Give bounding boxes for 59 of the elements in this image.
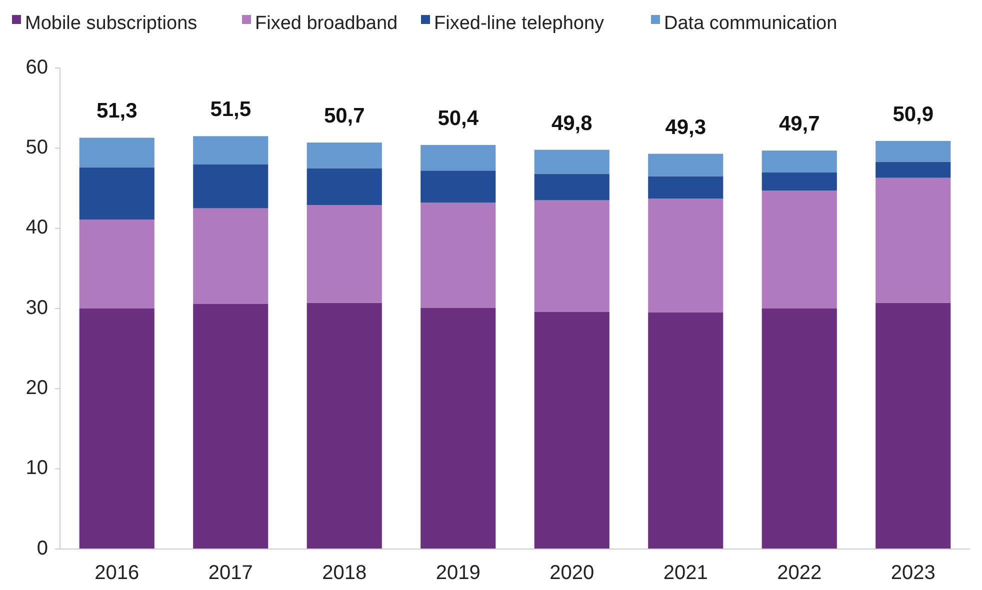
total-label: 49,7 bbox=[778, 112, 820, 136]
y-tick-label: 0 bbox=[36, 537, 48, 560]
y-tick-label: 20 bbox=[26, 376, 48, 399]
bar bbox=[193, 164, 268, 208]
bar bbox=[193, 208, 268, 304]
legend-label: Fixed-line telephony bbox=[434, 13, 605, 34]
x-tick-label: 2019 bbox=[436, 562, 480, 584]
legend-label: Fixed broadband bbox=[255, 13, 398, 34]
x-tick-label: 2016 bbox=[94, 562, 140, 584]
bar bbox=[534, 174, 610, 200]
bar bbox=[306, 205, 382, 303]
y-tick-label: 60 bbox=[26, 56, 48, 78]
legend-label: Data communication bbox=[664, 13, 838, 34]
bar bbox=[876, 162, 951, 178]
bar bbox=[762, 172, 837, 191]
y-tick-label: 50 bbox=[26, 136, 48, 158]
total-label: 49,3 bbox=[665, 116, 706, 139]
bar bbox=[79, 308, 154, 549]
x-tick-label: 2017 bbox=[208, 562, 253, 584]
bar bbox=[762, 308, 837, 549]
bar bbox=[876, 140, 951, 162]
bar bbox=[420, 170, 496, 203]
y-tick-label: 40 bbox=[26, 216, 48, 239]
y-tick-label: 10 bbox=[26, 457, 48, 480]
bar bbox=[648, 198, 724, 313]
x-tick-label: 2021 bbox=[663, 562, 708, 584]
total-label: 51,3 bbox=[96, 100, 138, 123]
bar bbox=[876, 178, 951, 303]
bar bbox=[193, 304, 268, 549]
x-tick-label: 2020 bbox=[550, 562, 594, 584]
x-tick-label: 2022 bbox=[777, 562, 822, 584]
bar bbox=[648, 312, 724, 549]
bar bbox=[762, 150, 837, 172]
y-tick-label: 30 bbox=[26, 296, 48, 319]
bar bbox=[648, 176, 724, 199]
total-label: 50,9 bbox=[892, 102, 934, 126]
bar bbox=[306, 168, 382, 206]
bar bbox=[420, 202, 496, 308]
bar bbox=[534, 312, 610, 549]
bar bbox=[79, 138, 154, 168]
bar bbox=[79, 167, 154, 220]
bar bbox=[306, 302, 382, 549]
total-label: 49,8 bbox=[551, 112, 593, 135]
bar bbox=[762, 190, 837, 308]
total-label: 50,7 bbox=[324, 104, 365, 128]
bar bbox=[876, 302, 951, 549]
bar bbox=[534, 200, 610, 312]
bar bbox=[648, 154, 724, 176]
total-label: 51,5 bbox=[210, 98, 252, 122]
bar bbox=[306, 142, 382, 168]
bar bbox=[420, 308, 496, 549]
bar bbox=[79, 220, 154, 308]
bar bbox=[420, 144, 496, 171]
x-tick-label: 2018 bbox=[322, 562, 367, 584]
x-tick-label: 2023 bbox=[890, 562, 936, 584]
total-label: 50,4 bbox=[438, 106, 479, 130]
bar bbox=[193, 136, 268, 164]
bar bbox=[534, 150, 610, 174]
legend-label: Mobile subscriptions bbox=[25, 13, 198, 34]
